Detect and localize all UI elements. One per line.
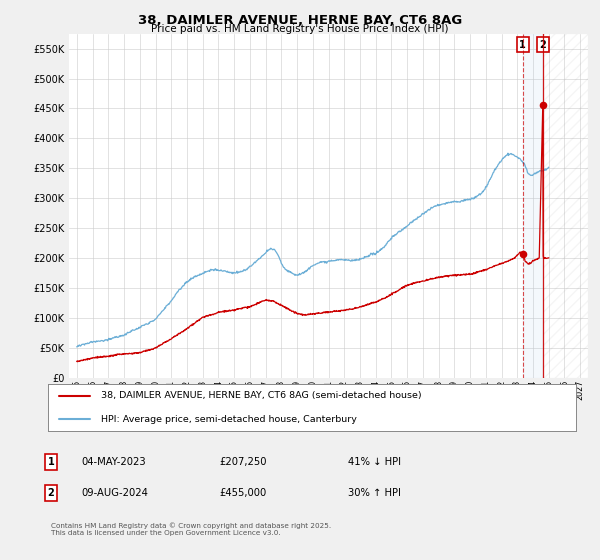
Point — [538, 101, 548, 110]
Text: 2: 2 — [47, 488, 55, 498]
Text: 04-MAY-2023: 04-MAY-2023 — [81, 457, 146, 467]
Text: 41% ↓ HPI: 41% ↓ HPI — [348, 457, 401, 467]
Point — [518, 249, 527, 258]
Text: 30% ↑ HPI: 30% ↑ HPI — [348, 488, 401, 498]
Text: Contains HM Land Registry data © Crown copyright and database right 2025.
This d: Contains HM Land Registry data © Crown c… — [51, 522, 331, 535]
Bar — [543, 34, 588, 378]
Text: £455,000: £455,000 — [219, 488, 266, 498]
Text: HPI: Average price, semi-detached house, Canterbury: HPI: Average price, semi-detached house,… — [101, 415, 356, 424]
Text: 38, DAIMLER AVENUE, HERNE BAY, CT6 8AG: 38, DAIMLER AVENUE, HERNE BAY, CT6 8AG — [138, 14, 462, 27]
Text: 38, DAIMLER AVENUE, HERNE BAY, CT6 8AG (semi-detached house): 38, DAIMLER AVENUE, HERNE BAY, CT6 8AG (… — [101, 391, 421, 400]
Text: £207,250: £207,250 — [219, 457, 266, 467]
Text: 1: 1 — [520, 40, 526, 50]
Text: 1: 1 — [47, 457, 55, 467]
Text: Price paid vs. HM Land Registry's House Price Index (HPI): Price paid vs. HM Land Registry's House … — [151, 24, 449, 34]
Bar — [523, 34, 543, 378]
Text: 09-AUG-2024: 09-AUG-2024 — [81, 488, 148, 498]
Text: 2: 2 — [539, 40, 546, 50]
